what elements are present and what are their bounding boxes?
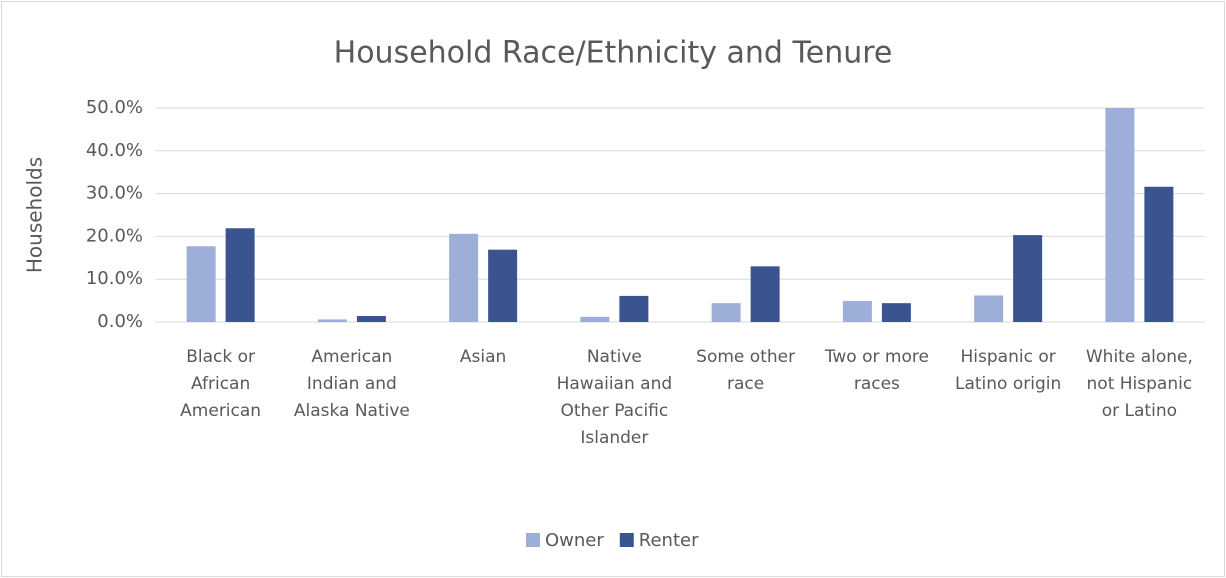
x-tick-label: American Indian and Alaska Native (293, 347, 410, 421)
y-axis-label: Households (23, 157, 47, 273)
bar (356, 316, 386, 322)
y-tick-label: 10.0% (86, 268, 143, 289)
legend-label: Renter (639, 530, 699, 551)
x-tick-label: Two or more races (824, 347, 929, 394)
y-tick-label: 30.0% (86, 183, 143, 204)
legend-swatch (526, 533, 540, 547)
y-tick-label: 0.0% (97, 311, 143, 332)
legend-label: Owner (545, 530, 604, 551)
bar (842, 301, 872, 322)
bar (449, 233, 479, 322)
bar (317, 319, 347, 322)
chart-title: Household Race/Ethnicity and Tenure (334, 36, 893, 71)
bar (488, 249, 518, 322)
bar (619, 295, 649, 322)
x-tick-label: Native Hawaiian and Other Pacific Island… (556, 347, 673, 448)
bar (881, 303, 911, 322)
bar (580, 316, 610, 322)
y-tick-label: 40.0% (86, 140, 143, 161)
x-tick-label: Asian (459, 347, 507, 367)
bar (711, 303, 741, 322)
y-tick-label: 50.0% (86, 97, 143, 118)
bar (225, 228, 255, 322)
legend-swatch (619, 533, 634, 547)
bar (1013, 235, 1043, 322)
x-tick-label: Hispanic or Latino origin (954, 347, 1062, 394)
x-tick-label: White alone, not Hispanic or Latino (1085, 347, 1193, 421)
bar (974, 295, 1004, 322)
x-tick-label: Some other race (696, 347, 796, 394)
y-tick-label: 20.0% (86, 225, 143, 246)
bar (1144, 186, 1174, 322)
bar (750, 266, 780, 322)
bar (186, 246, 216, 322)
bar (1105, 108, 1135, 322)
x-tick-label: Black or African American (180, 347, 262, 421)
